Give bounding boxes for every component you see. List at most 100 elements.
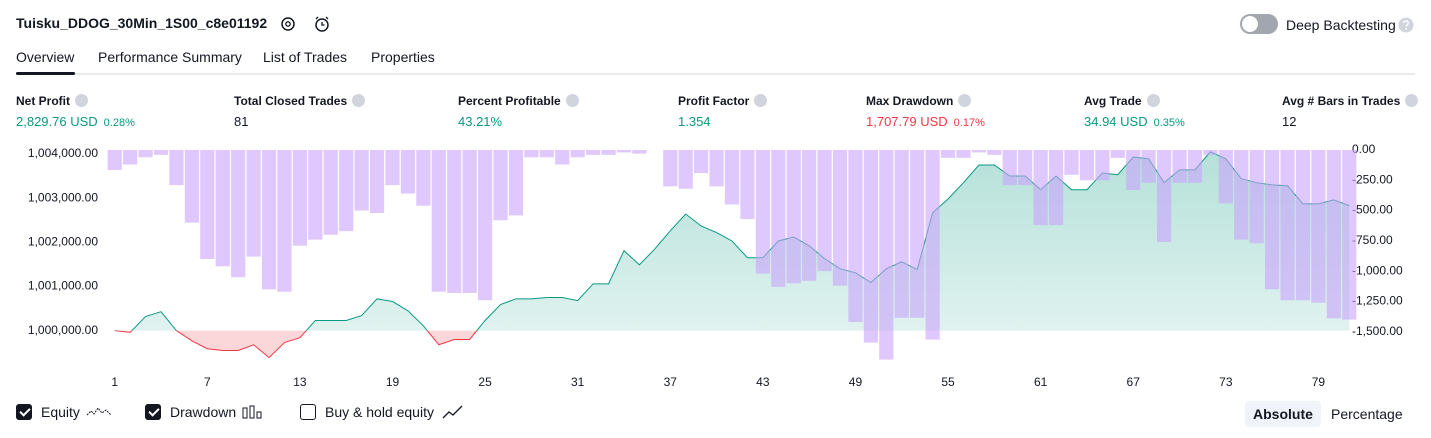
- drawdown-bar: [354, 150, 369, 211]
- drawdown-bar: [153, 150, 169, 155]
- checkbox: [145, 404, 161, 420]
- drawdown-bar: [910, 150, 925, 318]
- drawdown-bar: [709, 150, 724, 187]
- x-tick-label: 25: [478, 375, 492, 389]
- x-tick-label: 61: [1034, 375, 1048, 389]
- drawdown-bar: [261, 150, 277, 290]
- y2-tick-label: -750.00: [1352, 233, 1393, 247]
- tab[interactable]: Performance Summary: [98, 49, 242, 65]
- drawdown-bar: [1203, 150, 1218, 155]
- drawdown-bar: [524, 150, 539, 158]
- drawdown-bar: [771, 150, 786, 287]
- drawdown-bar: [1172, 150, 1187, 183]
- legend-label: Buy & hold equity: [325, 404, 434, 420]
- metric-value-row: 81: [234, 113, 248, 131]
- strategy-title: Tuisku_DDOG_30Min_1S00_c8e01192: [16, 15, 268, 31]
- drawdown-bar: [848, 150, 863, 323]
- metric-label-text: Net Profit: [16, 94, 70, 108]
- x-tick-label: 7: [204, 375, 211, 389]
- y2-tick-label: -1,000.00: [1352, 263, 1403, 277]
- legend-item[interactable]: Equity: [16, 404, 112, 420]
- checkbox: [16, 404, 32, 420]
- drawdown-bar: [369, 150, 385, 213]
- legend-label: Drawdown: [170, 404, 237, 420]
- metric-label-text: Avg # Bars in Trades: [1282, 94, 1401, 108]
- drawdown-bar: [570, 150, 585, 158]
- y-tick-label: 1,001,000.00: [28, 279, 98, 293]
- drawdown-bar: [925, 150, 940, 340]
- info-icon: [1405, 94, 1419, 107]
- scale-button[interactable]: Percentage: [1331, 406, 1403, 422]
- help-icon[interactable]: [1398, 17, 1414, 33]
- drawdown-bar: [894, 150, 909, 318]
- drawdown-bar: [385, 150, 400, 186]
- drawdown-bar: [477, 150, 493, 301]
- drawdown-bar: [632, 150, 647, 154]
- deep-backtesting-label: Deep Backtesting: [1286, 17, 1396, 33]
- y2-tick-label: 0.00: [1352, 142, 1376, 156]
- info-icon: [1146, 94, 1160, 107]
- drawdown-bar: [277, 150, 292, 292]
- drawdown-bar: [1110, 150, 1125, 158]
- tab[interactable]: List of Trades: [263, 49, 348, 65]
- legend-icon: [86, 405, 112, 419]
- legend-item[interactable]: Buy & hold equity: [300, 404, 464, 420]
- drawdown-bar: [586, 150, 601, 155]
- drawdown-bar: [817, 150, 832, 272]
- tab[interactable]: Properties: [371, 49, 435, 65]
- drawdown-bar: [616, 150, 632, 153]
- metric-value-row: 1.354: [678, 113, 711, 131]
- drawdown-bar: [431, 150, 446, 292]
- info-icon: [754, 94, 768, 107]
- metric-label: Total Closed Trades: [234, 94, 366, 108]
- y-tick-label: 1,000,000.00: [28, 323, 98, 337]
- drawdown-bar: [1280, 150, 1295, 301]
- tab[interactable]: Overview: [16, 49, 75, 65]
- x-tick-label: 19: [386, 375, 400, 389]
- drawdown-bar: [1033, 150, 1048, 226]
- drawdown-bar: [1326, 150, 1341, 319]
- y2-tick-label: -1,500.00: [1352, 324, 1403, 338]
- drawdown-bar: [755, 150, 770, 274]
- metric-value: 43.21%: [458, 114, 503, 129]
- x-tick-label: 43: [756, 375, 770, 389]
- scale-button[interactable]: Absolute: [1245, 401, 1321, 427]
- drawdown-bar: [1157, 150, 1172, 243]
- drawdown-bar: [1064, 150, 1079, 175]
- equity-area-negative: [114, 330, 1350, 358]
- metric-label-text: Percent Profitable: [458, 94, 561, 108]
- checkbox: [300, 404, 316, 420]
- drawdown-bar: [863, 150, 878, 343]
- metric-value-row: 2,829.76 USD 0.28%: [16, 113, 135, 131]
- drawdown-bar: [138, 150, 153, 158]
- drawdown-bar: [724, 150, 740, 205]
- legend-item[interactable]: Drawdown: [145, 404, 264, 420]
- metric-label-text: Total Closed Trades: [234, 94, 348, 108]
- y2-tick-label: -250.00: [1352, 172, 1393, 186]
- y-tick-label: 1,002,000.00: [28, 234, 98, 248]
- drawdown-bar: [555, 150, 570, 165]
- x-tick-label: 73: [1219, 375, 1233, 389]
- equity-chart: 1,000,000.00 1,001,000.00 1,002,000.00 1,00…: [28, 142, 1403, 389]
- drawdown-bar: [246, 150, 261, 257]
- drawdown-bar: [1218, 150, 1233, 204]
- metric-percent: 0.17%: [953, 117, 985, 129]
- drawdown-bar: [971, 150, 987, 153]
- drawdown-bar: [740, 150, 755, 220]
- x-tick-label: 67: [1127, 375, 1141, 389]
- legend-label: Equity: [41, 404, 80, 420]
- header-icons: [281, 16, 329, 32]
- drawdown-bar: [308, 150, 323, 240]
- drawdown-bar: [416, 150, 431, 206]
- metric-label: Max Drawdown: [866, 94, 972, 108]
- drawdown-bar: [339, 150, 354, 232]
- drawdown-bar: [879, 150, 894, 360]
- drawdown-bar: [1234, 150, 1249, 240]
- drawdown-bar: [1018, 150, 1033, 186]
- metric-value: 34.94 USD: [1084, 114, 1148, 129]
- drawdown-bar: [601, 150, 616, 155]
- metric-label-text: Max Drawdown: [866, 94, 954, 108]
- deep-backtesting-toggle[interactable]: [1240, 14, 1278, 34]
- metric-label: Percent Profitable: [458, 94, 579, 108]
- drawdown-bar: [1141, 150, 1156, 183]
